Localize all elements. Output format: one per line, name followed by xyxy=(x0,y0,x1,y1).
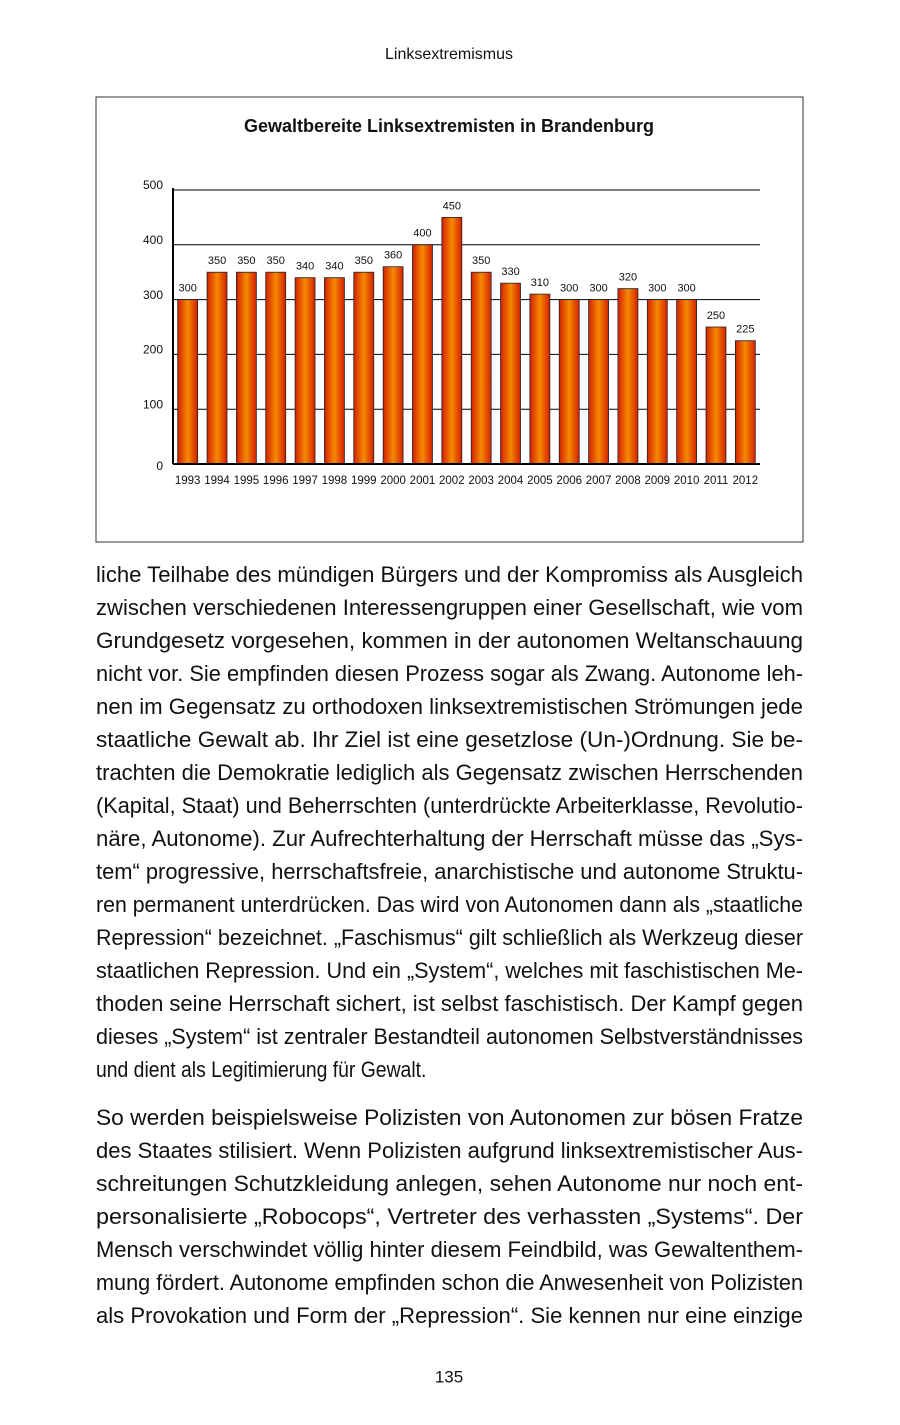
running-header: Linksextremismus xyxy=(385,46,513,63)
bar xyxy=(294,277,316,465)
x-tick-label: 2009 xyxy=(644,475,670,487)
y-tick-label: 300 xyxy=(143,288,163,302)
x-tick-label: 2012 xyxy=(733,475,759,487)
data-label: 350 xyxy=(355,255,373,267)
x-tick-label: 1996 xyxy=(263,475,289,487)
x-tick-label: 2004 xyxy=(498,475,524,487)
bar xyxy=(705,326,727,465)
body-line: staatliche Gewalt ab. Ihr Ziel ist eine … xyxy=(96,727,803,752)
page-number: 135 xyxy=(435,1367,463,1386)
body-line: thoden seine Herrschaft sichert, ist sel… xyxy=(96,991,803,1016)
data-label: 320 xyxy=(619,272,637,284)
data-label: 330 xyxy=(501,266,519,278)
data-label: 300 xyxy=(178,283,196,295)
chart-title: Gewaltbereite Linksextremisten in Brande… xyxy=(244,116,654,136)
bar xyxy=(177,299,199,465)
bar xyxy=(382,266,404,465)
body-text: liche Teilhabe des mündigen Bürgers und … xyxy=(96,562,803,1328)
x-tick-label: 2001 xyxy=(410,475,436,487)
body-line: nicht vor. Sie empfinden diesen Prozess … xyxy=(96,661,803,686)
data-label: 225 xyxy=(736,324,754,336)
body-line: staatlichen Repression. Und ein „System“… xyxy=(96,958,803,983)
x-tick-label: 1994 xyxy=(204,475,230,487)
bar xyxy=(412,244,433,465)
x-tick-label: 2000 xyxy=(380,475,406,487)
data-label: 350 xyxy=(237,255,255,267)
bar xyxy=(500,282,521,465)
bar xyxy=(441,216,463,465)
x-tick-label: 2005 xyxy=(527,475,553,487)
bar xyxy=(558,299,580,465)
x-tick-label: 2002 xyxy=(439,475,465,487)
data-label: 350 xyxy=(267,255,285,267)
body-line: als Provokation und Form der „Repression… xyxy=(96,1303,803,1328)
body-line: liche Teilhabe des mündigen Bürgers und … xyxy=(96,562,803,587)
data-label: 400 xyxy=(413,228,431,240)
x-tick-label: 1993 xyxy=(175,475,201,487)
x-tick-label: 2010 xyxy=(674,475,700,487)
body-line: näre, Autonome). Zur Aufrechterhaltung d… xyxy=(96,826,803,851)
body-line: Repression“ bezeichnet. „Faschismus“ gil… xyxy=(96,925,803,950)
bar xyxy=(470,271,492,465)
bar xyxy=(734,340,756,465)
x-tick-label: 2003 xyxy=(468,475,494,487)
data-label: 360 xyxy=(384,250,402,262)
data-label: 300 xyxy=(677,283,695,295)
y-tick-label: 0 xyxy=(156,459,163,473)
body-line: Mensch verschwindet völlig hinter diesem… xyxy=(96,1237,803,1262)
bar xyxy=(235,271,257,465)
data-label: 350 xyxy=(208,255,226,267)
body-line: trachten die Demokratie lediglich als Ge… xyxy=(96,760,803,785)
x-tick-label: 2007 xyxy=(586,475,612,487)
y-tick-label: 100 xyxy=(143,397,163,411)
y-tick-label: 200 xyxy=(143,343,163,357)
chart: 0 100 200 300 400 500 300 1993 350 1994 350 1995 350… xyxy=(143,178,760,487)
body-line: zwischen verschiedenen Interessengruppen… xyxy=(96,595,803,620)
x-tick-label: 1999 xyxy=(351,475,377,487)
body-line: des Staates stilisiert. Wenn Polizisten … xyxy=(96,1138,803,1163)
bar xyxy=(206,271,228,465)
body-line: So werden beispielsweise Polizisten von … xyxy=(96,1105,803,1130)
data-label: 450 xyxy=(443,200,461,212)
bar xyxy=(676,299,698,465)
x-tick-label: 1997 xyxy=(292,475,318,487)
data-label: 340 xyxy=(325,261,343,273)
body-line: ren permanent unterdrücken. Das wird von… xyxy=(96,892,803,917)
data-label: 250 xyxy=(707,310,725,322)
x-tick-label: 1998 xyxy=(322,475,348,487)
bar xyxy=(265,271,287,465)
bar xyxy=(617,288,639,465)
body-line: dieses „System“ ist zentraler Bestandtei… xyxy=(96,1024,803,1049)
x-tick-label: 2008 xyxy=(615,475,641,487)
data-label: 350 xyxy=(472,255,490,267)
data-label: 300 xyxy=(589,283,607,295)
data-label: 300 xyxy=(560,283,578,295)
data-label: 300 xyxy=(648,283,666,295)
body-line: schreitungen Schutzkleidung anlegen, seh… xyxy=(96,1171,803,1196)
bar xyxy=(353,271,375,465)
y-tick-label: 500 xyxy=(143,178,163,192)
body-line: mung fördert. Autonome empfinden schon d… xyxy=(96,1270,803,1295)
data-label: 310 xyxy=(531,277,549,289)
body-line: nen im Gegensatz zu orthodoxen linksextr… xyxy=(96,694,803,719)
bar xyxy=(324,277,345,465)
data-label: 340 xyxy=(296,261,314,273)
x-tick-label: 2011 xyxy=(704,475,729,487)
body-line: personalisierte „Robocops“, Vertreter de… xyxy=(96,1204,803,1229)
y-tick-label: 400 xyxy=(143,233,163,247)
body-line: Grundgesetz vorgesehen, kommen in der au… xyxy=(96,628,803,653)
body-line: tem“ progressive, herrschaftsfreie, anar… xyxy=(96,859,803,884)
bar xyxy=(529,293,551,465)
bar xyxy=(646,299,668,465)
body-line: (Kapital, Staat) und Beherrschten (unter… xyxy=(96,793,803,818)
x-tick-label: 2006 xyxy=(556,475,582,487)
bar xyxy=(588,299,609,465)
x-tick-label: 1995 xyxy=(234,475,260,487)
body-line: und dient als Legitimierung für Gewalt. xyxy=(96,1057,426,1082)
